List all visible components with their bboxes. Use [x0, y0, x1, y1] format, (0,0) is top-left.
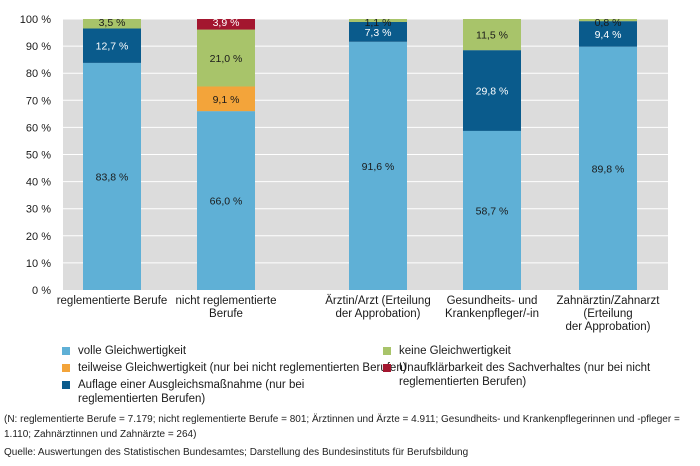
y-tick-label: 70 %	[26, 95, 51, 107]
y-tick-label: 80 %	[26, 68, 51, 80]
data-label: 89,8 %	[592, 163, 625, 175]
legend-swatch	[62, 347, 70, 355]
legend-label: Unaufklärbarkeit des Sachverhaltes (nur …	[399, 362, 651, 388]
data-label: 9,4 %	[595, 29, 622, 41]
bar-segment	[349, 41, 407, 290]
data-label: 12,7 %	[96, 41, 129, 53]
y-tick-label: 40 %	[26, 177, 51, 189]
data-label: 29,8 %	[476, 86, 509, 98]
bar-segment	[197, 29, 255, 87]
x-tick-label: Ärztin/Arzt (Erteilung	[325, 295, 430, 307]
footnote: (N: reglementierte Berufe = 7.179; nicht…	[4, 414, 680, 440]
data-label: 0,8 %	[595, 17, 622, 29]
legend-label: keine Gleichwertigkeit	[399, 345, 511, 357]
bar-segment	[83, 62, 141, 290]
stacked-bar-chart: 83,8 % 12,7 % 3,5 % 66,0 % 9,1 % 21,0 % 3,9 % 9…	[20, 14, 668, 333]
x-tick-label: der Approbation)	[335, 308, 420, 320]
bar-segment	[349, 19, 407, 22]
legend-swatch	[383, 347, 391, 355]
x-tick-label: reglementierte Berufe	[57, 295, 168, 307]
bar-segment	[349, 21, 407, 42]
x-axis: reglementierte Berufe nicht reglementiert…	[57, 295, 661, 333]
x-tick-label: Krankenpfleger/-in	[445, 308, 539, 320]
data-label: 91,6 %	[362, 161, 395, 173]
legend-item-volle: volle Gleichwertigkeit	[62, 344, 362, 360]
bar-segment	[197, 19, 255, 30]
x-tick-label: Gesundheits- und	[447, 295, 538, 307]
bar-segment	[579, 21, 637, 47]
x-tick-label: (Erteilung	[583, 308, 632, 320]
legend-label: Auflage einer Ausgleichsmaßnahme (nur be…	[78, 379, 305, 405]
source-note: Quelle: Auswertungen des Statistischen B…	[4, 447, 469, 458]
data-label: 11,5 %	[476, 30, 508, 42]
bar-segment	[83, 28, 141, 63]
y-tick-label: 50 %	[26, 150, 51, 162]
y-tick-label: 20 %	[26, 231, 51, 243]
legend-item-teilweise: teilweise Gleichwertigkeit (nur bei nich…	[62, 361, 407, 377]
data-label: 1,1 %	[365, 17, 392, 29]
x-tick-label: nicht reglementierte	[176, 295, 277, 307]
legend-item-auflage: Auflage einer Ausgleichsmaßnahme (nur be…	[62, 378, 362, 408]
bars: 83,8 % 12,7 % 3,5 % 66,0 % 9,1 % 21,0 % 3,9 % 9…	[83, 17, 637, 290]
y-tick-label: 100 %	[20, 14, 51, 26]
x-tick-label: der Approbation)	[565, 321, 650, 333]
y-tick-label: 0 %	[32, 285, 51, 297]
legend-item-keine: keine Gleichwertigkeit	[383, 344, 683, 360]
bar-segment	[197, 86, 255, 112]
x-tick-label: Berufe	[209, 308, 243, 320]
y-tick-label: 60 %	[26, 122, 51, 134]
bar-segment	[83, 19, 141, 29]
y-tick-label: 90 %	[26, 41, 51, 53]
data-label: 58,7 %	[476, 205, 509, 217]
bar-segment	[579, 19, 637, 22]
legend-item-unaufklaerbarkeit: Unaufklärbarkeit des Sachverhaltes (nur …	[383, 361, 683, 391]
data-label: 83,8 %	[96, 171, 129, 183]
data-label: 3,9 %	[213, 17, 240, 29]
x-tick-label: Zahnärztin/Zahnarzt	[557, 295, 661, 307]
legend-label: volle Gleichwertigkeit	[78, 345, 187, 357]
bar-segment	[463, 19, 521, 51]
legend-swatch	[383, 364, 391, 372]
bar-segment	[463, 130, 521, 290]
bar-segment	[579, 46, 637, 290]
y-tick-label: 10 %	[26, 258, 51, 270]
legend-swatch	[62, 364, 70, 372]
legend-swatch	[62, 381, 70, 389]
data-label: 9,1 %	[213, 94, 240, 106]
data-label: 7,3 %	[365, 27, 392, 39]
bar-segment	[463, 50, 521, 131]
data-label: 66,0 %	[210, 196, 243, 208]
y-axis: 0 % 10 % 20 % 30 % 40 % 50 % 60 % 70 % 80 % 90 % 1…	[20, 14, 51, 297]
data-label: 3,5 %	[99, 17, 126, 29]
data-label: 21,0 %	[210, 53, 243, 65]
y-tick-label: 30 %	[26, 204, 51, 216]
legend-label: teilweise Gleichwertigkeit (nur bei nich…	[78, 362, 407, 374]
bar-segment	[197, 111, 255, 290]
